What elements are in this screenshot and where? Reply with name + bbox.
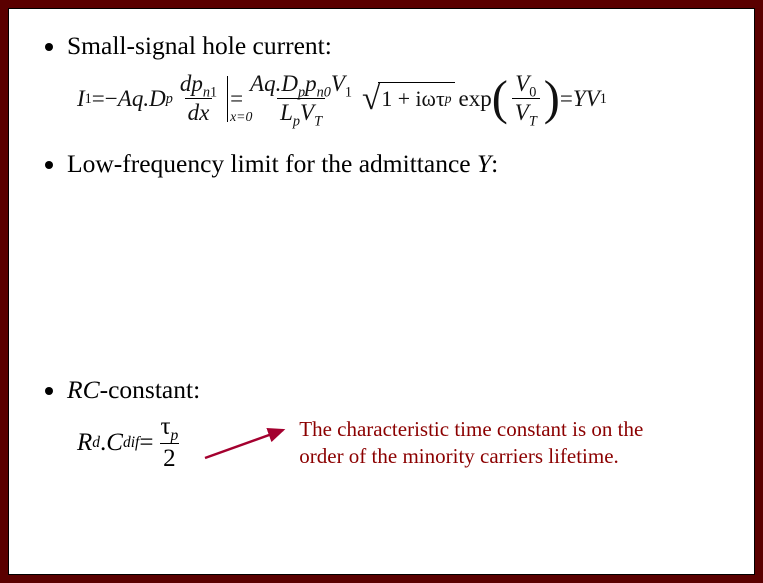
bullet-1: Small-signal hole current: — [67, 31, 726, 61]
eq1-expfrac: V0 VT — [512, 71, 540, 127]
bullet-list-2: Low-frequency limit for the admittance Y… — [37, 149, 726, 179]
eq1-eq1: = — [92, 86, 105, 112]
eq1-YV: YV — [573, 86, 600, 112]
note-text: The characteristic time constant is on t… — [299, 416, 669, 470]
slide: Small-signal hole current: I1 = − Aq.Dp … — [8, 8, 755, 575]
eq1-f2d-Vs: T — [314, 114, 322, 130]
eq1-sqrt: √ 1 + iωτp — [362, 82, 455, 115]
eq1-f1d: dx — [185, 98, 213, 126]
eq1-f2d-V: V — [300, 100, 314, 125]
eq1-f2d-L: L — [280, 100, 293, 125]
paren-open-icon: ( — [492, 80, 508, 119]
eq1-evalbar: x=0 — [227, 76, 228, 122]
rc-C: C — [106, 429, 123, 457]
eq1-expd-V: V — [515, 100, 529, 125]
rc-tau-sub: p — [171, 427, 179, 444]
bullet-2: Low-frequency limit for the admittance Y… — [67, 149, 726, 179]
eq1-frac2: Aq.Dppn0V1 LpVT — [247, 71, 355, 127]
rc-equation: Rd.Cdif = τp 2 — [77, 413, 185, 474]
eq1-AqD: Aq.D — [118, 86, 166, 112]
low-freq-placeholder — [37, 187, 726, 375]
eq1-frac1: dpn1 dx — [177, 71, 220, 127]
rc-R: R — [77, 429, 92, 457]
rc-row: Rd.Cdif = τp 2 The characteristic time c… — [77, 413, 726, 474]
rc-eq: = — [139, 429, 153, 457]
arrow-icon — [201, 422, 291, 464]
eq1-sqrt-body: 1 + iωτ — [381, 87, 444, 112]
eq1-f2n-V: V — [331, 71, 345, 96]
bullet-2-post: : — [491, 149, 498, 178]
rc-tau: τ — [160, 413, 170, 440]
bullet-1-text: Small-signal hole current: — [67, 31, 332, 60]
eq1-expn-V: V — [515, 71, 529, 96]
eq1-exp: exp — [458, 86, 491, 112]
bullet-3-RC: RC — [67, 375, 100, 404]
bullet-3-post: -constant: — [100, 375, 201, 404]
eq1-neg: − — [105, 86, 118, 112]
rc-den: 2 — [160, 443, 179, 474]
bullet-3: RC-constant: — [67, 375, 726, 405]
bullet-list: Small-signal hole current: — [37, 31, 726, 61]
bullet-2-Y: Y — [477, 149, 491, 178]
bullet-2-pre: Low-frequency limit for the admittance — [67, 149, 477, 178]
bullet-list-3: RC-constant: — [37, 375, 726, 405]
eq1-f2n-AqD: Aq.D — [250, 71, 298, 96]
eq1-barsub: x=0 — [230, 109, 252, 125]
eq1-f2d-Ls: p — [293, 114, 300, 130]
paren-close-icon: ) — [544, 80, 560, 119]
eq1-f2n-p: p — [305, 71, 317, 96]
eq1-eq3: = — [560, 86, 573, 112]
eq1-f1n-pre: dp — [180, 71, 203, 96]
eq1-expd-Vs: T — [529, 114, 537, 130]
equation-1: I1 = − Aq.Dp dpn1 dx x=0 = Aq.Dppn0V1 Lp… — [77, 71, 726, 127]
eq1-I: I — [77, 86, 85, 112]
eq1-f2n-Vs: 1 — [345, 85, 352, 101]
rc-frac: τp 2 — [157, 413, 181, 474]
